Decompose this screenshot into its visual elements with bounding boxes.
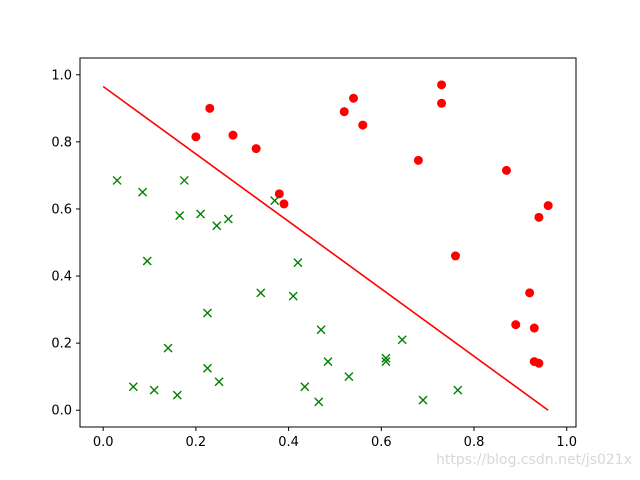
data-point-circle [339, 107, 349, 117]
data-point-x [142, 256, 152, 266]
data-point-x [323, 357, 333, 367]
data-point-x [223, 214, 233, 224]
data-point-circle [251, 144, 261, 154]
x-tick-label: 0.2 [186, 435, 207, 450]
y-tick-label: 0.6 [51, 202, 72, 217]
data-point-circle [437, 98, 447, 108]
data-point-circle [543, 201, 553, 211]
data-point-circle [358, 120, 368, 130]
y-tick-label: 0.0 [51, 404, 72, 419]
data-point-x [397, 335, 407, 345]
data-point-x [381, 357, 391, 367]
x-tick-label: 0.6 [371, 435, 392, 450]
data-point-x [288, 291, 298, 301]
data-point-circle [191, 132, 201, 142]
data-point-circle [274, 189, 284, 199]
data-point-x [196, 209, 206, 219]
data-point-x [202, 363, 212, 373]
data-point-circle [450, 251, 460, 261]
chart-axes: 0.0 0.2 0.4 0.6 0.8 1.0 0.0 0.2 0.4 0.6 0.8 1.0 [51, 68, 577, 450]
data-point-x [149, 385, 159, 395]
y-tick-label: 0.8 [51, 135, 72, 150]
data-point-x [316, 325, 326, 335]
data-point-x [418, 395, 428, 405]
data-point-circle [279, 199, 289, 209]
data-point-x [212, 221, 222, 231]
data-point-circle [413, 155, 423, 165]
data-point-circle [348, 93, 358, 103]
data-point-circle [228, 130, 238, 140]
data-point-x [202, 308, 212, 318]
data-point-x [344, 372, 354, 382]
data-point-x [293, 258, 303, 268]
data-point-x [138, 187, 148, 197]
data-point-x [128, 382, 138, 392]
data-point-circle [205, 103, 215, 113]
data-point-circle [534, 212, 544, 222]
data-point-x [175, 211, 185, 221]
decision-line [102, 85, 549, 411]
data-point-x [172, 390, 182, 400]
data-point-x [314, 397, 324, 407]
y-tick-label: 1.0 [51, 68, 72, 83]
plot-frame [79, 57, 577, 428]
data-point-x [256, 288, 266, 298]
y-tick-label: 0.2 [51, 337, 72, 352]
chart-marks [102, 80, 553, 411]
data-point-x [112, 175, 122, 185]
data-point-x [381, 353, 391, 363]
data-point-circle [501, 165, 511, 175]
data-point-x [214, 377, 224, 387]
data-point-x [453, 385, 463, 395]
data-point-circle [437, 80, 447, 90]
watermark-text: https://blog.csdn.net/js021x [436, 452, 632, 468]
x-tick-label: 0.4 [278, 435, 299, 450]
x-tick-label: 1.0 [556, 435, 577, 450]
data-point-circle [534, 358, 544, 368]
x-tick-label: 0.0 [93, 435, 114, 450]
data-point-circle [529, 323, 539, 333]
data-point-x [163, 343, 173, 353]
x-tick-label: 0.8 [464, 435, 485, 450]
data-point-x [270, 196, 280, 206]
data-point-x [179, 175, 189, 185]
y-tick-label: 0.4 [51, 270, 72, 285]
data-point-x [300, 382, 310, 392]
data-point-circle [525, 288, 535, 298]
data-point-circle [511, 320, 521, 330]
